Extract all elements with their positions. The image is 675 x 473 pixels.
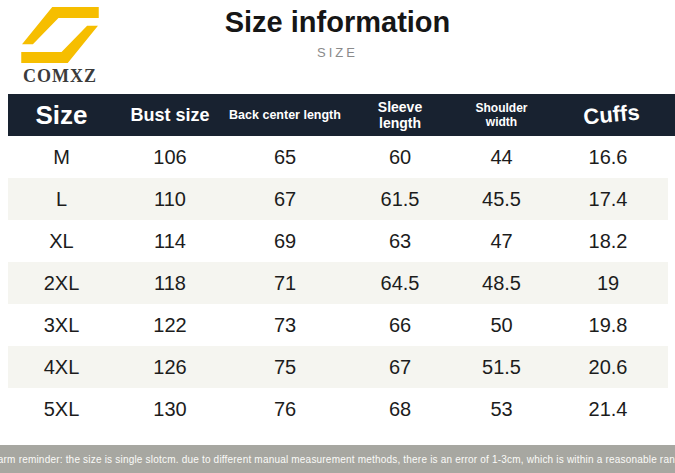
cell-value: 53 (455, 398, 548, 421)
brand-name: COMXZ (12, 66, 108, 87)
col-header-bust-size: Bust size (115, 105, 225, 126)
col-header-shoulder-width-label: Shoulder width (473, 101, 531, 130)
cell-value: 76 (225, 398, 345, 421)
table-body: M 106 65 60 44 16.6 L 110 67 61.5 45.5 1… (8, 136, 668, 430)
cell-value: 75 (225, 356, 345, 379)
cell-value: 51.5 (455, 356, 548, 379)
cell-size: 3XL (8, 314, 115, 337)
cell-value: 20.6 (548, 356, 668, 379)
table-row: 5XL 130 76 68 53 21.4 (8, 388, 668, 430)
cell-value: 73 (225, 314, 345, 337)
col-header-sleeve-length: Sleeve length (345, 99, 455, 131)
cell-value: 65 (225, 146, 345, 169)
cell-size: L (8, 188, 115, 211)
cell-value: 122 (115, 314, 225, 337)
cell-value: 68 (345, 398, 455, 421)
table-row: 3XL 122 73 66 50 19.8 (8, 304, 668, 346)
table-row: L 110 67 61.5 45.5 17.4 (8, 178, 668, 220)
page-title: Size information (0, 7, 675, 39)
cell-value: 106 (115, 146, 225, 169)
size-chart-page: COMXZ Size information SIZE Size Bust si… (0, 0, 675, 473)
cell-value: 50 (455, 314, 548, 337)
cell-value: 67 (345, 356, 455, 379)
cell-value: 45.5 (455, 188, 548, 211)
cell-value: 60 (345, 146, 455, 169)
cell-value: 110 (115, 188, 225, 211)
table-row: 2XL 118 71 64.5 48.5 19 (8, 262, 668, 304)
cell-value: 130 (115, 398, 225, 421)
cell-size: 2XL (8, 272, 115, 295)
cell-value: 18.2 (548, 230, 668, 253)
table-header: Size Bust size Back center length Sleeve… (8, 94, 675, 136)
cell-size: 4XL (8, 356, 115, 379)
col-header-size: Size (8, 100, 115, 131)
cell-value: 63 (345, 230, 455, 253)
cell-value: 17.4 (548, 188, 668, 211)
col-header-back-center-length: Back center length (225, 108, 345, 122)
cell-value: 114 (115, 230, 225, 253)
cell-value: 126 (115, 356, 225, 379)
cell-value: 71 (225, 272, 345, 295)
cell-size: 5XL (8, 398, 115, 421)
cell-value: 21.4 (548, 398, 668, 421)
col-header-sleeve-length-label: Sleeve length (369, 99, 431, 131)
cell-value: 69 (225, 230, 345, 253)
cell-size: M (8, 146, 115, 169)
cell-size: XL (8, 230, 115, 253)
col-header-cuffs: Cuffs (547, 97, 675, 134)
table-row: M 106 65 60 44 16.6 (8, 136, 668, 178)
cell-value: 118 (115, 272, 225, 295)
cell-value: 48.5 (455, 272, 548, 295)
cell-value: 66 (345, 314, 455, 337)
cell-value: 16.6 (548, 146, 668, 169)
cell-value: 47 (455, 230, 548, 253)
table-row: 4XL 126 75 67 51.5 20.6 (8, 346, 668, 388)
col-header-shoulder-width: Shoulder width (455, 101, 548, 130)
cell-value: 67 (225, 188, 345, 211)
cell-value: 19.8 (548, 314, 668, 337)
warm-reminder-note: Warm reminder: the size is single slotcm… (0, 445, 675, 473)
title-block: Size information SIZE (0, 7, 675, 60)
cell-value: 19 (548, 272, 668, 295)
cell-value: 64.5 (345, 272, 455, 295)
page-subtitle: SIZE (0, 45, 675, 60)
table-row: XL 114 69 63 47 18.2 (8, 220, 668, 262)
cell-value: 44 (455, 146, 548, 169)
cell-value: 61.5 (345, 188, 455, 211)
